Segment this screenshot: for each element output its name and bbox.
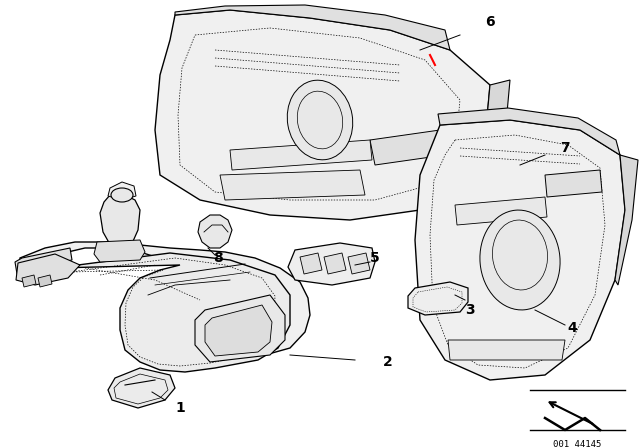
- Polygon shape: [175, 5, 450, 50]
- Polygon shape: [348, 253, 370, 274]
- Polygon shape: [108, 182, 136, 200]
- Text: 2: 2: [383, 355, 393, 369]
- Text: 6: 6: [485, 15, 495, 29]
- Polygon shape: [370, 130, 445, 165]
- Polygon shape: [288, 243, 375, 285]
- Polygon shape: [485, 80, 510, 175]
- Polygon shape: [108, 368, 175, 408]
- Polygon shape: [408, 282, 468, 315]
- Polygon shape: [615, 155, 638, 285]
- Polygon shape: [15, 248, 72, 274]
- Polygon shape: [195, 295, 285, 362]
- Ellipse shape: [111, 188, 133, 202]
- Text: 1: 1: [175, 401, 185, 415]
- Polygon shape: [38, 275, 52, 287]
- Polygon shape: [155, 10, 490, 220]
- Polygon shape: [55, 253, 290, 372]
- Polygon shape: [438, 108, 620, 155]
- Polygon shape: [448, 340, 565, 360]
- Polygon shape: [20, 242, 310, 358]
- Ellipse shape: [480, 210, 560, 310]
- Text: 8: 8: [213, 251, 223, 265]
- Text: 3: 3: [465, 303, 475, 317]
- Text: 5: 5: [370, 251, 380, 265]
- Polygon shape: [230, 140, 372, 170]
- Text: 001 44145: 001 44145: [554, 440, 602, 448]
- Polygon shape: [100, 195, 140, 252]
- Polygon shape: [545, 170, 602, 197]
- Text: 7: 7: [560, 141, 570, 155]
- Polygon shape: [205, 305, 272, 356]
- Polygon shape: [455, 197, 547, 225]
- Polygon shape: [220, 170, 365, 200]
- Polygon shape: [198, 215, 232, 248]
- Text: 4: 4: [567, 321, 577, 335]
- Polygon shape: [415, 120, 625, 380]
- Polygon shape: [300, 253, 322, 274]
- Polygon shape: [324, 253, 346, 274]
- Polygon shape: [22, 275, 36, 287]
- Ellipse shape: [287, 80, 353, 160]
- Polygon shape: [16, 254, 80, 285]
- Polygon shape: [94, 240, 145, 262]
